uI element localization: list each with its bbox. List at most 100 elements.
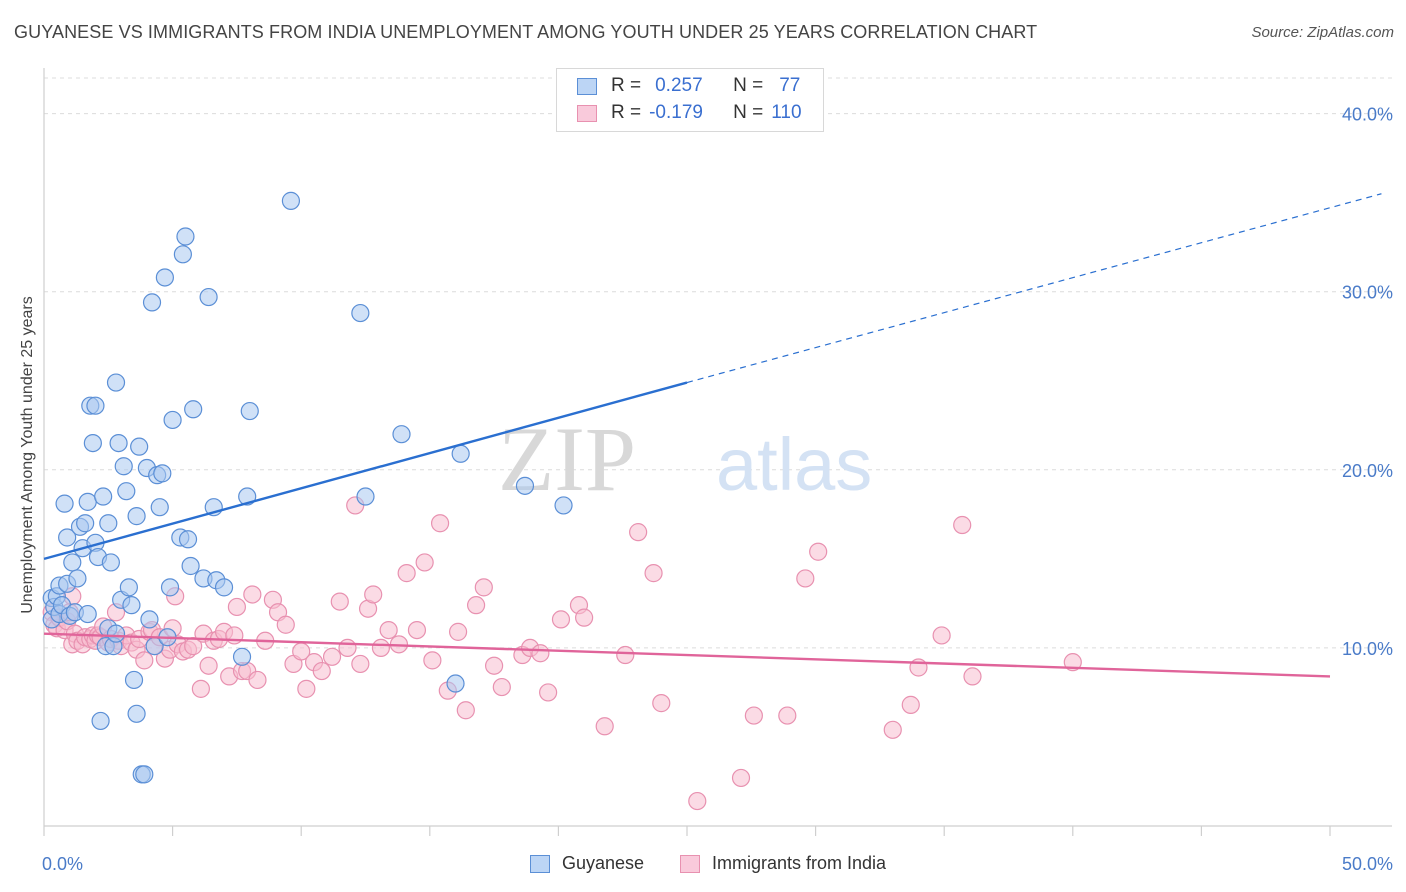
india-point: [575, 608, 594, 627]
guyanese-point: [232, 647, 252, 666]
india-points: [42, 496, 1082, 811]
guyanese-point: [83, 433, 102, 453]
legend-row-guyanese: R = 0.257 N = 77: [577, 74, 800, 98]
guyanese-point: [392, 425, 411, 444]
guyanese-point: [124, 670, 144, 690]
india-point: [466, 596, 486, 615]
legend-r-value: -0.179: [649, 102, 703, 123]
india-point: [953, 515, 972, 535]
guyanese-point: [91, 711, 110, 731]
correlation-legend: R = 0.257 N = 77 R = -0.179 N = 110: [556, 68, 824, 132]
india-point: [330, 592, 349, 611]
source-credit: Source: ZipAtlas.com: [1251, 24, 1394, 41]
india-point: [932, 626, 951, 645]
india-point: [397, 564, 416, 583]
india-point: [595, 717, 614, 736]
series-legend-guyanese: Guyanese: [530, 853, 644, 874]
india-point: [1063, 653, 1082, 672]
legend-r-label: R =: [611, 102, 642, 123]
india-point: [652, 694, 671, 713]
guyanese-point: [281, 191, 301, 210]
watermark: ZIP atlas: [498, 408, 872, 510]
india-point: [297, 679, 316, 698]
legend-swatch-india: [577, 104, 597, 122]
guyanese-trend-extension: [686, 193, 1382, 384]
y-tick-label: 20.0%: [1342, 461, 1393, 481]
india-point: [731, 768, 751, 788]
guyanese-point: [515, 476, 535, 495]
guyanese-point: [351, 303, 370, 323]
guyanese-point: [199, 287, 218, 307]
guyanese-point: [140, 610, 159, 629]
guyanese-point: [99, 514, 118, 533]
india-point: [809, 542, 828, 561]
watermark-zip: ZIP: [498, 408, 636, 510]
india-point: [883, 720, 902, 739]
india-point: [415, 553, 434, 572]
series-label-guyanese: Guyanese: [562, 853, 645, 873]
india-trend-line: [43, 632, 1331, 678]
legend-row-india: R = -0.179 N = 110: [577, 101, 802, 125]
india-point: [963, 667, 982, 686]
guyanese-point: [127, 507, 146, 526]
guyanese-point: [78, 604, 97, 624]
india-point: [248, 670, 267, 690]
guyanese-point: [214, 578, 234, 597]
india-point: [407, 620, 427, 640]
guyanese-points: [42, 191, 573, 784]
legend-n-value: 110: [771, 102, 802, 123]
guyanese-point: [181, 556, 200, 576]
watermark-atlas: atlas: [716, 423, 872, 506]
india-point: [539, 683, 558, 702]
legend-r-value: 0.257: [655, 75, 703, 96]
guyanese-point: [68, 569, 87, 588]
india-point: [474, 578, 493, 597]
india-point: [551, 610, 571, 629]
guyanese-point: [78, 492, 97, 511]
guyanese-point: [63, 553, 82, 572]
india-point: [371, 638, 391, 658]
trend-lines: [43, 193, 1382, 678]
india-point: [379, 620, 398, 640]
india-point: [688, 791, 707, 811]
india-point: [225, 626, 244, 645]
india-point: [227, 597, 246, 617]
guyanese-point: [122, 596, 141, 615]
y-tick-label: 40.0%: [1342, 105, 1393, 125]
guyanese-point: [76, 514, 95, 533]
guyanese-point: [114, 457, 133, 476]
x-tick-label-min: 0.0%: [42, 854, 83, 874]
guyanese-point: [142, 293, 162, 312]
x-tick-label-max: 50.0%: [1342, 854, 1393, 874]
legend-n-value: 77: [779, 75, 801, 96]
guyanese-point: [106, 373, 126, 392]
india-point: [448, 622, 468, 641]
india-point: [644, 564, 663, 583]
india-point: [243, 585, 262, 604]
india-point: [492, 677, 511, 697]
india-point: [312, 661, 331, 681]
series-legend: Guyanese Immigrants from India: [0, 853, 1406, 877]
guyanese-point: [153, 464, 172, 483]
india-point: [276, 615, 295, 634]
legend-swatch-guyanese: [577, 77, 597, 95]
legend-n-label: N =: [733, 75, 764, 96]
india-point: [351, 654, 370, 674]
guyanese-point: [94, 487, 113, 506]
india-point: [322, 647, 342, 666]
y-tick-label: 10.0%: [1342, 639, 1393, 659]
india-point: [744, 706, 763, 725]
guyanese-point: [160, 578, 180, 597]
india-point: [199, 656, 218, 675]
guyanese-point: [127, 704, 146, 723]
guyanese-point: [150, 498, 169, 517]
guyanese-point: [176, 227, 195, 246]
series-swatch-guyanese: [530, 854, 550, 873]
guyanese-point: [117, 482, 136, 501]
guyanese-point: [130, 437, 149, 456]
india-point: [191, 679, 210, 698]
india-point: [901, 695, 920, 714]
guyanese-point: [58, 528, 77, 547]
guyanese-point: [173, 245, 192, 264]
